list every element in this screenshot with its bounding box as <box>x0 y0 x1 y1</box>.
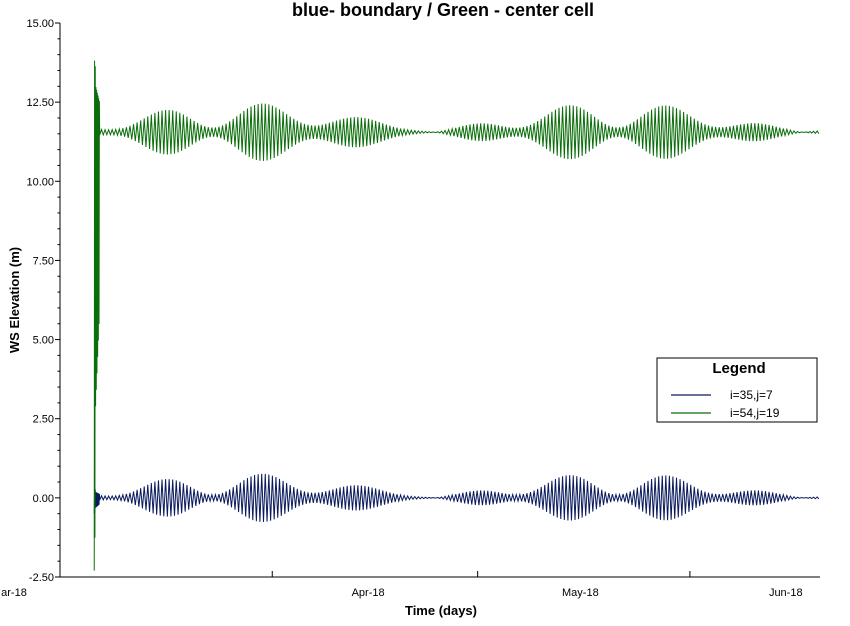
y-tick-label: 15.00 <box>26 18 54 30</box>
y-tick-label: -2.50 <box>29 572 54 584</box>
x-tick-label: May-18 <box>562 587 599 599</box>
legend-box <box>656 357 818 423</box>
legend-title: Legend <box>712 360 765 377</box>
y-tick-label: 0.00 <box>33 493 54 505</box>
x-axis-label: Time (days) <box>405 603 477 618</box>
y-tick-label: 12.50 <box>26 97 54 109</box>
y-tick-label: 5.00 <box>33 335 54 347</box>
y-tick-label: 2.50 <box>33 414 54 426</box>
y-tick-label: 10.00 <box>26 176 54 188</box>
y-tick-label: 7.50 <box>33 255 54 267</box>
x-tick-label: ar-18 <box>1 587 27 599</box>
plot-lines <box>93 60 820 571</box>
legend-label-series-1: i=35,j=7 <box>730 388 773 402</box>
legend-label-series-2: i=54,j=19 <box>730 406 780 420</box>
series-line-1 <box>93 473 820 522</box>
y-axis-label: WS Elevation (m) <box>7 247 22 353</box>
x-tick-label: Jun-18 <box>769 587 803 599</box>
x-tick-label: Apr-18 <box>352 587 385 599</box>
axes <box>59 23 820 578</box>
series-line-2 <box>93 60 820 571</box>
x-ticks: ar-18 Apr-18 May-18 Jun-18 <box>1 571 803 599</box>
y-ticks: 15.00 12.50 10.00 7.50 5.00 2.50 0.00 -2.50 <box>26 18 60 584</box>
chart-title: blue- boundary / Green - center cell <box>292 0 594 20</box>
legend: Legend i=35,j=7 i=54,j=19 <box>656 357 818 423</box>
